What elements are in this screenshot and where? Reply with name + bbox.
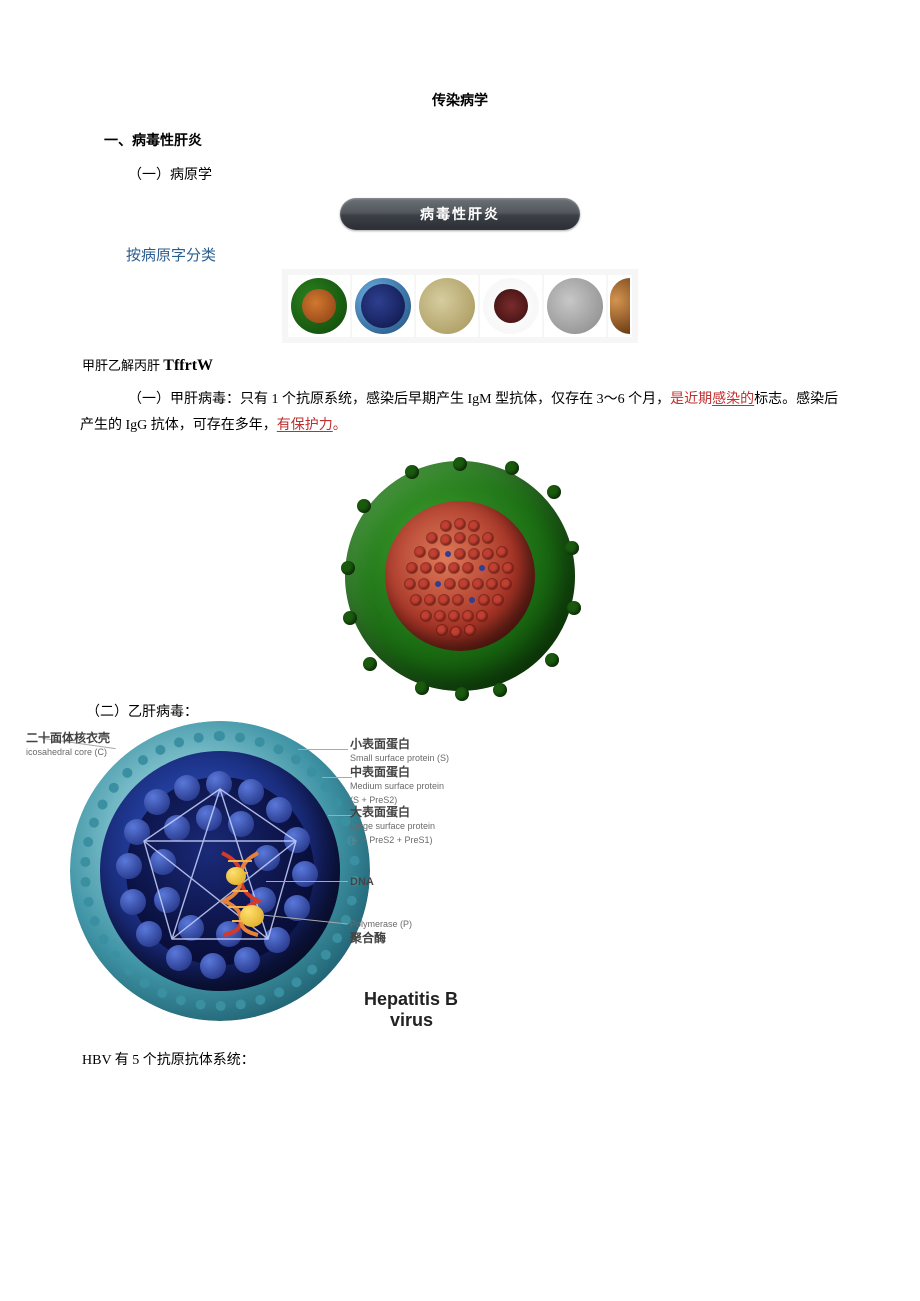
section-heading-1: 一、病毒性肝炎 — [104, 130, 840, 150]
ann-m: 中表面蛋白 Medium surface protein (S + PreS2) — [350, 765, 444, 807]
ann-dna: DNA — [350, 875, 374, 889]
thumbnail-caption: 甲肝乙解丙肝 TffrtW — [82, 355, 840, 375]
para1-lead: （一）甲肝病毒：只有 1 个抗原系统，感染后早期产生 IgM 型抗体，仅存在 3… — [128, 392, 670, 407]
section-subheading-2: （二）乙肝病毒： — [86, 701, 840, 721]
thumb-hcv — [416, 275, 478, 337]
thumb-hev — [544, 275, 606, 337]
hbv-virus-illustration: 二十面体核衣壳 icosahedral core (C) 小表面蛋白 Small… — [66, 729, 466, 1039]
banner-row: 病毒性肝炎 — [80, 198, 840, 230]
banner-pill: 病毒性肝炎 — [340, 198, 580, 230]
thumb-hav — [288, 275, 350, 337]
para1-red2: 有保护力 — [277, 418, 333, 433]
section-subheading-1: （一）病原学 — [128, 164, 840, 184]
classify-label: 按病原字分类 — [126, 244, 840, 265]
paragraph-hav: （一）甲肝病毒：只有 1 个抗原系统，感染后早期产生 IgM 型抗体，仅存在 3… — [80, 387, 840, 439]
hav-virus-illustration — [345, 461, 575, 691]
figure-hbv: 二十面体核衣壳 icosahedral core (C) 小表面蛋白 Small… — [66, 729, 840, 1039]
thumb-hbv — [352, 275, 414, 337]
caption-prefix: 甲肝乙解丙肝 — [82, 358, 160, 373]
ann-pol: Polymerase (P) 聚合酶 — [350, 917, 412, 945]
hbv-title: Hepatitis B virus — [364, 989, 458, 1031]
ann-core: 二十面体核衣壳 icosahedral core (C) — [26, 731, 110, 759]
thumb-hdv — [480, 275, 542, 337]
thumb-partial — [608, 275, 632, 337]
ann-l: 大表面蛋白 Large surface protein (S + PreS2 +… — [350, 805, 435, 847]
thumbnail-strip — [282, 269, 638, 343]
caption-garble: TffrtW — [163, 357, 213, 374]
thumbnail-row — [80, 269, 840, 343]
ann-s: 小表面蛋白 Small surface protein (S) — [350, 737, 449, 765]
figure-hav — [80, 461, 840, 691]
para1-red1b: 感染的 — [712, 392, 754, 407]
footer-line: HBV 有 5 个抗原抗体系统： — [82, 1049, 840, 1069]
para1-red1a: 是近期 — [670, 392, 712, 407]
page-title: 传染病学 — [80, 90, 840, 110]
para1-period: 。 — [333, 418, 347, 433]
